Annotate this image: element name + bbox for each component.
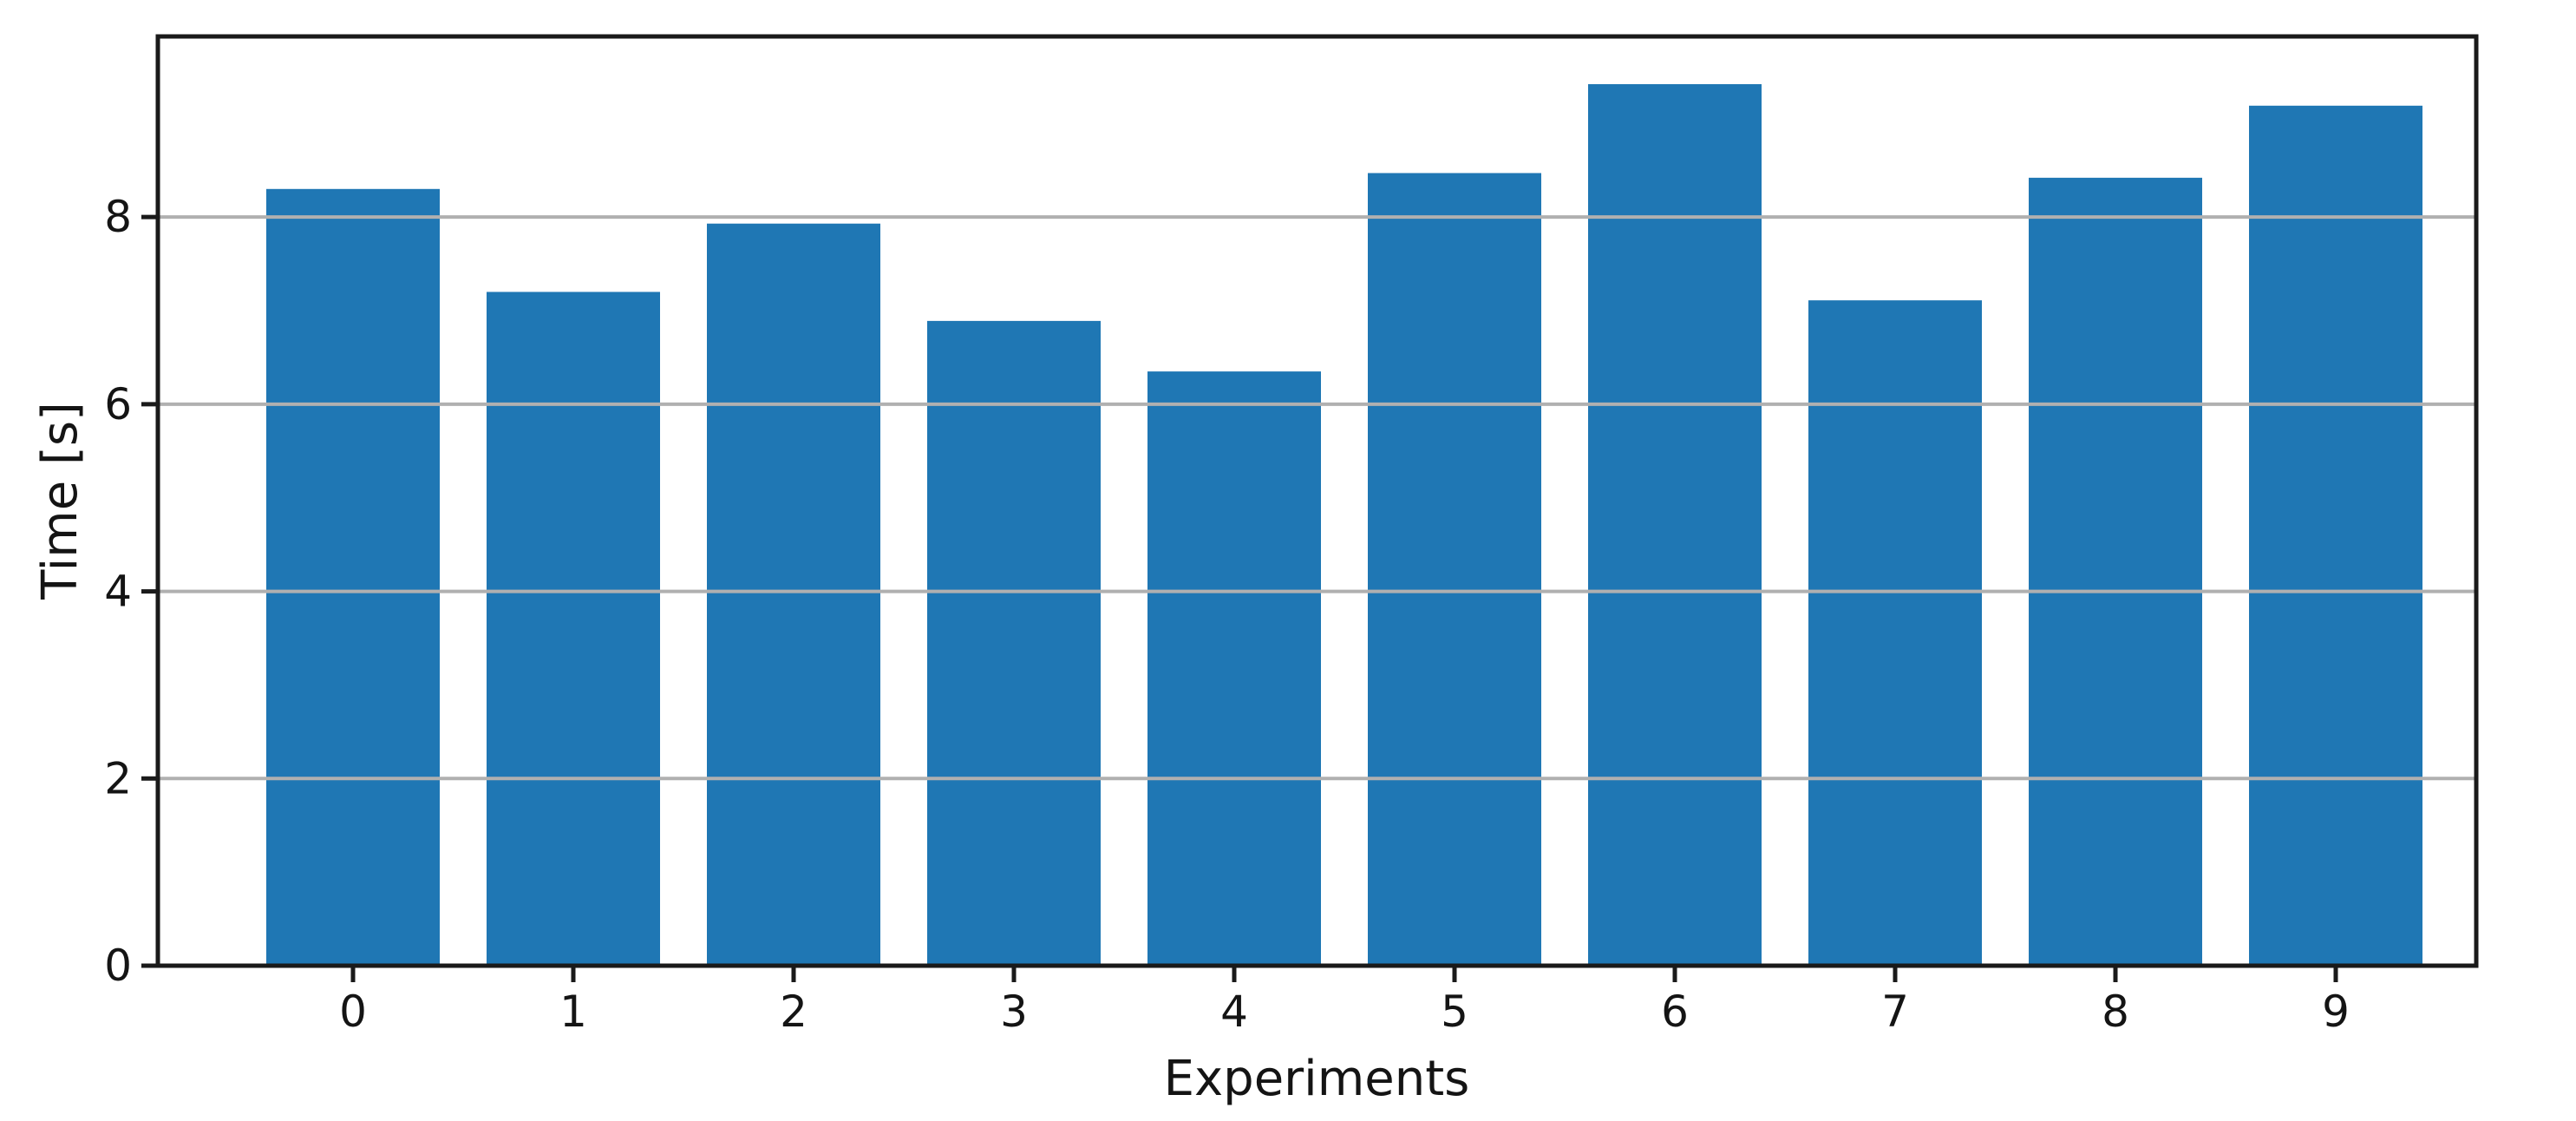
bar-experiment-7 <box>1808 300 1982 966</box>
y-axis-label: Time [s] <box>32 402 88 600</box>
bar-experiment-0 <box>266 188 440 967</box>
x-tick-label-4: 4 <box>1220 987 1248 1037</box>
bar-experiment-8 <box>2029 177 2202 966</box>
x-tick-label-6: 6 <box>1661 987 1689 1037</box>
x-tick-label-9: 9 <box>2322 987 2350 1037</box>
x-tick-label-2: 2 <box>780 987 807 1037</box>
bar-experiment-1 <box>487 292 660 967</box>
x-tick-label-5: 5 <box>1441 987 1468 1037</box>
y-tick-label-6: 6 <box>104 379 132 429</box>
grid-layer <box>158 215 2476 781</box>
y-tick-label-0: 0 <box>104 941 132 991</box>
x-tick-label-1: 1 <box>559 987 587 1037</box>
y-tick-label-2: 2 <box>104 753 132 803</box>
tick-labels-layer: 0 2 4 6 8 0 1 2 3 4 5 6 7 8 9 <box>104 192 2350 1037</box>
bar-experiment-2 <box>707 223 880 966</box>
bar-experiment-4 <box>1147 371 1321 966</box>
bar-experiment-9 <box>2249 105 2422 967</box>
x-tick-label-0: 0 <box>339 987 367 1037</box>
x-tick-label-8: 8 <box>2102 987 2129 1037</box>
plot-box-spines <box>155 34 2479 968</box>
ticks-layer <box>141 214 2338 982</box>
bar-experiment-5 <box>1368 173 1541 967</box>
y-tick-label-8: 8 <box>104 192 132 242</box>
spines-layer <box>155 34 2479 968</box>
bar-experiment-6 <box>1588 84 1762 966</box>
x-tick-label-7: 7 <box>1881 987 1909 1037</box>
bar-experiment-3 <box>927 320 1101 966</box>
x-axis-label: Experiments <box>1164 1051 1470 1107</box>
x-tick-label-3: 3 <box>1000 987 1028 1037</box>
y-tick-label-4: 4 <box>104 567 132 617</box>
